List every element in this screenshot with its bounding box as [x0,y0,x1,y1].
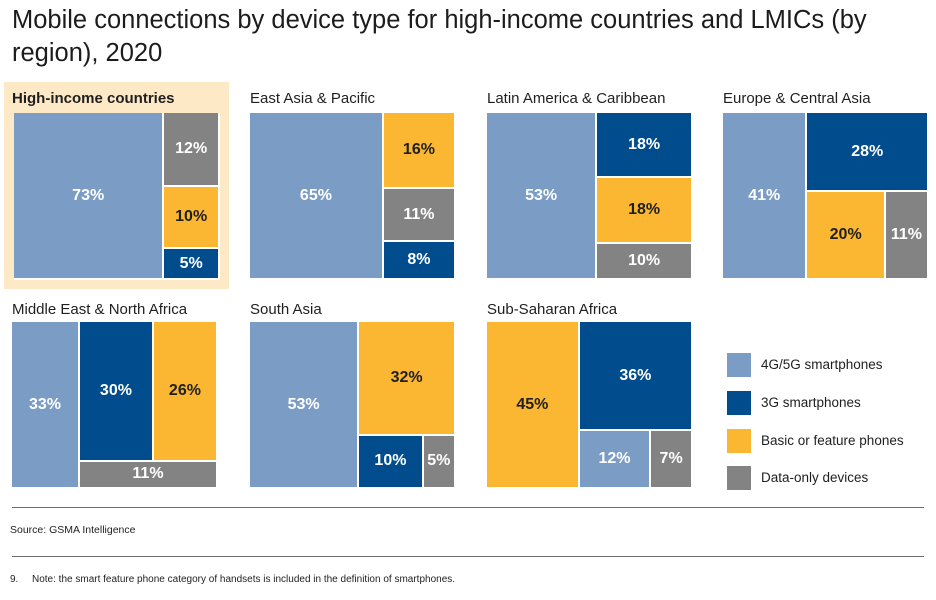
tile-sub-saharan-africa-3g: 36% [580,322,693,431]
tile-label-sub-saharan-africa-data-only: 7% [660,450,683,468]
tile-label-south-asia-data-only: 5% [427,452,450,470]
legend-swatch-4g5g [727,353,751,377]
panel-label-south-asia: South Asia [250,301,322,319]
tile-high-income-countries-4g5g: 73% [14,113,164,280]
tile-label-sub-saharan-africa-3g: 36% [619,367,651,385]
tile-middle-east-and-north-africa-data-only: 11% [80,462,218,489]
tile-label-east-asia-and-pacific-data-only: 11% [403,206,434,224]
tile-middle-east-and-north-africa-4g5g: 33% [12,322,80,489]
tile-label-high-income-countries-basic: 10% [175,208,207,226]
tile-latin-america-and-caribbean-4g5g: 53% [487,113,597,280]
tile-south-asia-3g: 10% [359,436,424,489]
tile-high-income-countries-3g: 5% [164,249,220,280]
tile-europe-and-central-asia-data-only: 11% [886,192,929,280]
tile-label-east-asia-and-pacific-basic: 16% [403,141,435,159]
source-note: Source: GSMA Intelligence [10,524,135,536]
legend-label-4g5g: 4G/5G smartphones [761,356,883,374]
panel-label-east-asia-and-pacific: East Asia & Pacific [250,90,375,108]
tile-europe-and-central-asia-3g: 28% [807,113,929,192]
footnote-number: 9. [10,574,32,585]
tile-label-middle-east-and-north-africa-data-only: 11% [132,465,163,483]
tile-label-latin-america-and-caribbean-3g: 18% [628,136,660,154]
tile-label-latin-america-and-caribbean-data-only: 10% [628,252,660,270]
panel-label-middle-east-and-north-africa: Middle East & North Africa [12,301,187,319]
tile-east-asia-and-pacific-4g5g: 65% [250,113,384,280]
tile-label-high-income-countries-3g: 5% [180,255,203,273]
tile-sub-saharan-africa-data-only: 7% [651,431,693,489]
legend-label-3g: 3G smartphones [761,394,861,412]
tile-south-asia-4g5g: 53% [250,322,359,489]
legend-label-data-only: Data-only devices [761,469,868,487]
tile-label-middle-east-and-north-africa-basic: 26% [169,382,201,400]
panel-label-latin-america-and-caribbean: Latin America & Caribbean [487,90,665,108]
panel-label-high-income-countries: High-income countries [12,90,175,108]
panel-label-europe-and-central-asia: Europe & Central Asia [723,90,871,108]
divider-top [12,507,924,508]
tile-label-east-asia-and-pacific-3g: 8% [407,251,430,269]
footnote-text: Note: the smart feature phone category o… [32,574,455,585]
tile-latin-america-and-caribbean-data-only: 10% [597,244,693,280]
tile-south-asia-basic: 32% [359,322,456,436]
chart-title: Mobile connections by device type for hi… [12,4,912,70]
tile-label-south-asia-3g: 10% [374,452,406,470]
tile-label-middle-east-and-north-africa-3g: 30% [100,382,132,400]
tile-label-europe-and-central-asia-3g: 28% [851,143,883,161]
tile-label-europe-and-central-asia-4g5g: 41% [748,187,780,205]
tile-high-income-countries-basic: 10% [164,187,220,249]
legend-swatch-data-only [727,466,751,490]
tile-label-sub-saharan-africa-4g5g: 12% [598,450,630,468]
tile-europe-and-central-asia-4g5g: 41% [723,113,807,280]
legend-swatch-basic [727,429,751,453]
tile-label-middle-east-and-north-africa-4g5g: 33% [29,396,61,414]
tile-east-asia-and-pacific-basic: 16% [384,113,456,189]
tile-latin-america-and-caribbean-basic: 18% [597,178,693,243]
tile-label-high-income-countries-4g5g: 73% [72,187,104,205]
tile-label-sub-saharan-africa-basic: 45% [516,396,548,414]
tile-label-latin-america-and-caribbean-4g5g: 53% [525,187,557,205]
panel-label-sub-saharan-africa: Sub-Saharan Africa [487,301,617,319]
tile-label-high-income-countries-data-only: 12% [175,140,207,158]
divider-bottom [12,556,924,557]
tile-label-south-asia-4g5g: 53% [288,396,320,414]
tile-sub-saharan-africa-4g5g: 12% [580,431,652,489]
tile-east-asia-and-pacific-data-only: 11% [384,189,456,241]
tile-label-south-asia-basic: 32% [391,369,423,387]
tile-label-europe-and-central-asia-basic: 20% [830,226,862,244]
tile-europe-and-central-asia-basic: 20% [807,192,885,280]
tile-east-asia-and-pacific-3g: 8% [384,242,456,280]
tile-sub-saharan-africa-basic: 45% [487,322,580,489]
tile-south-asia-data-only: 5% [424,436,456,489]
footnote: 9. Note: the smart feature phone category… [10,574,455,585]
legend-swatch-3g [727,391,751,415]
tile-middle-east-and-north-africa-3g: 30% [80,322,154,462]
tile-high-income-countries-data-only: 12% [164,113,220,187]
tile-label-latin-america-and-caribbean-basic: 18% [628,201,660,219]
tile-latin-america-and-caribbean-3g: 18% [597,113,693,178]
tile-middle-east-and-north-africa-basic: 26% [154,322,218,462]
tile-label-europe-and-central-asia-data-only: 11% [891,226,922,244]
tile-label-east-asia-and-pacific-4g5g: 65% [300,187,332,205]
legend-label-basic: Basic or feature phones [761,432,904,450]
